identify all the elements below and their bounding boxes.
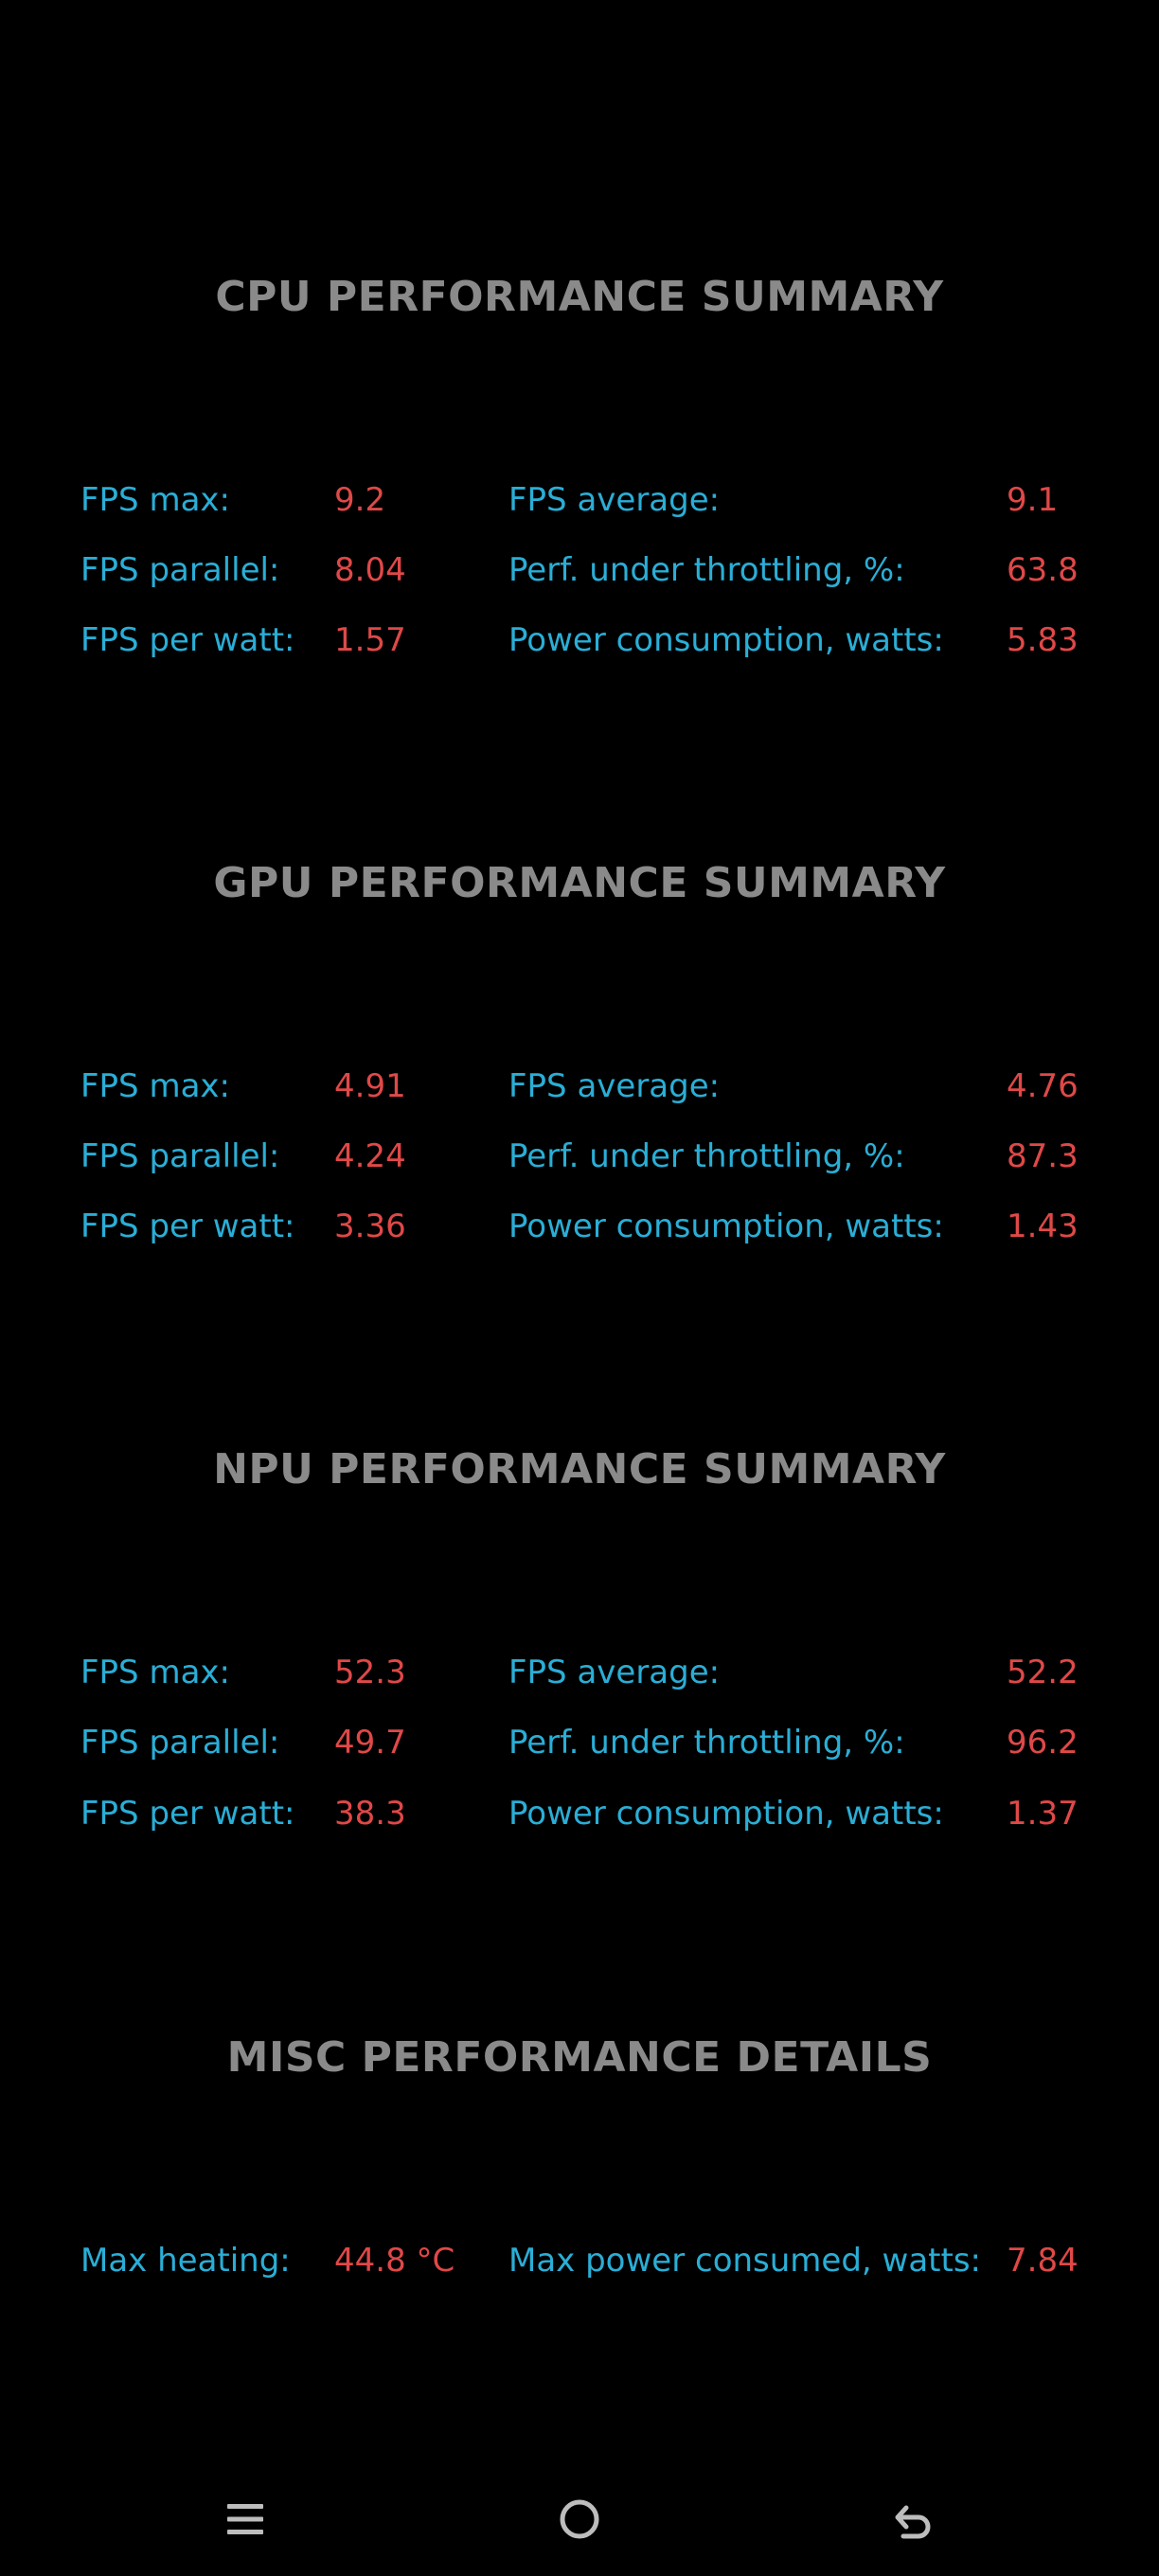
gpu-fps-average-label: FPS average: — [508, 1067, 721, 1105]
cpu-row-1: FPS max: 9.2 FPS average: 9.1 — [0, 474, 1159, 527]
cpu-fps-per-watt-value: 1.57 — [334, 621, 406, 659]
navigation-bar — [0, 2481, 1159, 2557]
menu-icon — [227, 2504, 263, 2534]
npu-row-1: FPS max: 52.3 FPS average: 52.2 — [0, 1646, 1159, 1699]
npu-fps-parallel-label: FPS parallel: — [80, 1724, 280, 1762]
gpu-fps-parallel-label: FPS parallel: — [80, 1137, 280, 1175]
npu-fps-parallel-value: 49.7 — [334, 1724, 406, 1762]
gpu-perf-throttling-value: 87.3 — [1007, 1137, 1079, 1175]
npu-row-3: FPS per watt: 38.3 Power consumption, wa… — [0, 1787, 1159, 1840]
misc-section-title: MISC PERFORMANCE DETAILS — [226, 2033, 933, 2082]
gpu-fps-per-watt-label: FPS per watt: — [80, 1208, 295, 1245]
cpu-power-value: 5.83 — [1007, 621, 1079, 659]
max-power-label: Max power consumed, watts: — [508, 2242, 982, 2280]
npu-power-value: 1.37 — [1007, 1795, 1079, 1833]
npu-fps-max-value: 52.3 — [334, 1654, 406, 1691]
gpu-fps-max-label: FPS max: — [80, 1067, 230, 1105]
gpu-fps-average-value: 4.76 — [1007, 1067, 1079, 1105]
misc-row-1: Max heating: 44.8 °C Max power consumed,… — [0, 2234, 1159, 2287]
cpu-row-2: FPS parallel: 8.04 Perf. under throttlin… — [0, 544, 1159, 597]
gpu-row-1: FPS max: 4.91 FPS average: 4.76 — [0, 1060, 1159, 1113]
max-power-value: 7.84 — [1007, 2242, 1079, 2280]
cpu-fps-max-label: FPS max: — [80, 481, 230, 519]
gpu-power-value: 1.43 — [1007, 1208, 1079, 1245]
max-heating-value: 44.8 °C — [334, 2242, 455, 2280]
npu-perf-throttling-value: 96.2 — [1007, 1724, 1079, 1762]
cpu-fps-max-value: 9.2 — [334, 481, 386, 519]
cpu-row-3: FPS per watt: 1.57 Power consumption, wa… — [0, 614, 1159, 667]
recent-apps-button[interactable] — [207, 2481, 283, 2557]
gpu-section-title: GPU PERFORMANCE SUMMARY — [213, 859, 946, 907]
back-button[interactable] — [875, 2481, 951, 2557]
cpu-fps-average-value: 9.1 — [1007, 481, 1059, 519]
max-heating-label: Max heating: — [80, 2242, 291, 2280]
cpu-fps-parallel-label: FPS parallel: — [80, 551, 280, 589]
gpu-fps-per-watt-value: 3.36 — [334, 1208, 406, 1245]
gpu-power-label: Power consumption, watts: — [508, 1208, 944, 1245]
npu-fps-max-label: FPS max: — [80, 1654, 230, 1691]
cpu-power-label: Power consumption, watts: — [508, 621, 944, 659]
npu-fps-average-value: 52.2 — [1007, 1654, 1079, 1691]
gpu-perf-throttling-label: Perf. under throttling, %: — [508, 1137, 905, 1175]
cpu-perf-throttling-value: 63.8 — [1007, 551, 1079, 589]
cpu-perf-throttling-label: Perf. under throttling, %: — [508, 551, 905, 589]
cpu-fps-per-watt-label: FPS per watt: — [80, 621, 295, 659]
gpu-fps-max-value: 4.91 — [334, 1067, 406, 1105]
gpu-fps-parallel-value: 4.24 — [334, 1137, 406, 1175]
npu-row-2: FPS parallel: 49.7 Perf. under throttlin… — [0, 1716, 1159, 1769]
npu-fps-per-watt-label: FPS per watt: — [80, 1795, 295, 1833]
home-button[interactable] — [542, 2481, 617, 2557]
npu-section-title: NPU PERFORMANCE SUMMARY — [213, 1445, 946, 1494]
back-icon — [895, 2505, 931, 2539]
npu-power-label: Power consumption, watts: — [508, 1795, 944, 1833]
cpu-section-title: CPU PERFORMANCE SUMMARY — [215, 273, 944, 321]
npu-fps-per-watt-value: 38.3 — [334, 1795, 406, 1833]
npu-fps-average-label: FPS average: — [508, 1654, 721, 1691]
gpu-row-3: FPS per watt: 3.36 Power consumption, wa… — [0, 1200, 1159, 1253]
home-icon — [560, 2499, 599, 2539]
npu-perf-throttling-label: Perf. under throttling, %: — [508, 1724, 905, 1762]
cpu-fps-parallel-value: 8.04 — [334, 551, 406, 589]
cpu-fps-average-label: FPS average: — [508, 481, 721, 519]
gpu-row-2: FPS parallel: 4.24 Perf. under throttlin… — [0, 1130, 1159, 1183]
